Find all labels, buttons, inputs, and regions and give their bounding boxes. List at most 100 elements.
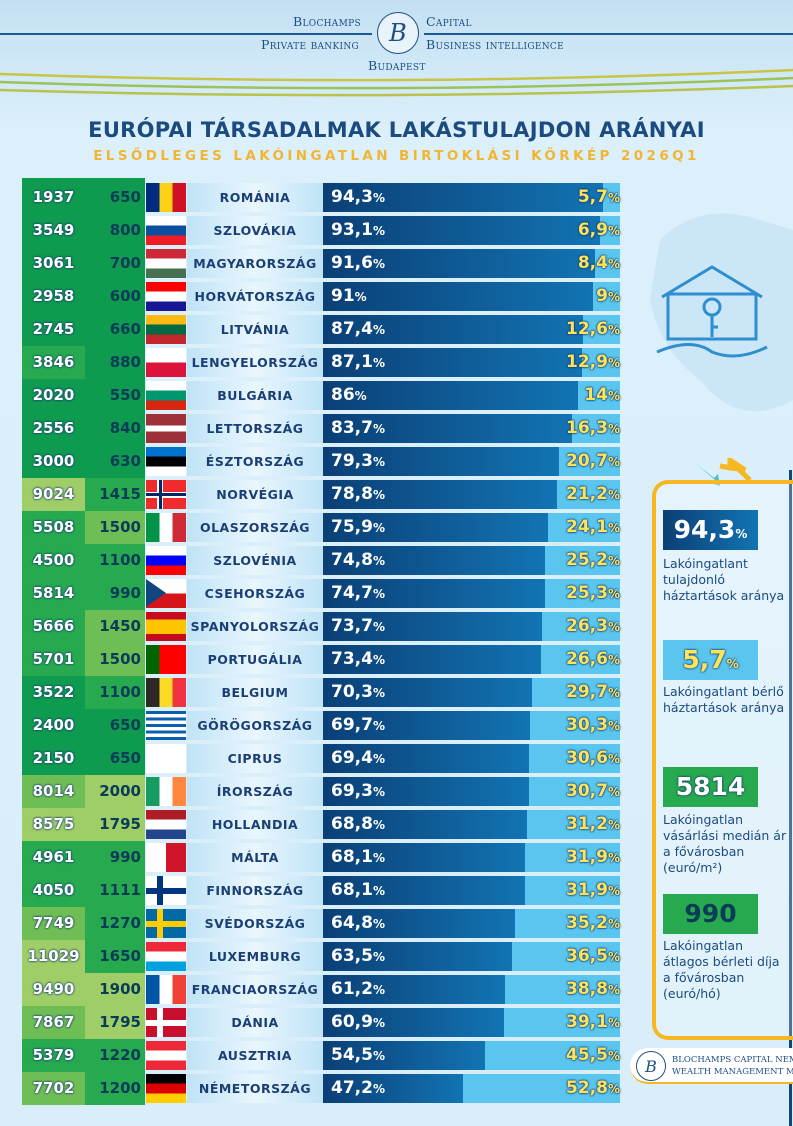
brand-capital: Capital bbox=[426, 14, 472, 29]
capital-price-cell: 5379 bbox=[22, 1038, 85, 1072]
capital-rent-cell: 1100 bbox=[85, 543, 145, 577]
capital-rent-cell: 630 bbox=[85, 444, 145, 478]
owned-bar-fill bbox=[323, 612, 542, 641]
table-row: 11029 1650 LUXEMBURG 63,5% 36,5% bbox=[22, 939, 622, 973]
capital-rent-cell: 880 bbox=[85, 345, 145, 379]
capital-price-cell: 3549 bbox=[22, 213, 85, 247]
owned-bar-fill bbox=[323, 777, 529, 806]
country-flag bbox=[146, 447, 186, 476]
capital-price-cell: 8575 bbox=[22, 807, 85, 841]
rented-percent: 31,9% bbox=[566, 880, 620, 900]
owned-percent: 69,4% bbox=[331, 748, 385, 768]
table-row: 2400 650 GÖRÖGORSZÁG 69,7% 30,3% bbox=[22, 708, 622, 742]
capital-price-cell: 9490 bbox=[22, 972, 85, 1006]
owned-percent: 68,1% bbox=[331, 847, 385, 867]
owned-percent: 61,2% bbox=[331, 979, 385, 999]
table-row: 3000 630 ÉSZTORSZÁG 79,3% 20,7% bbox=[22, 444, 622, 478]
owned-bar-fill bbox=[323, 678, 532, 707]
brand-logo: B bbox=[377, 12, 419, 54]
legend-price-label: Lakóingatlan vásárlási medián ár a fővár… bbox=[663, 812, 787, 875]
owned-percent: 73,4% bbox=[331, 649, 385, 669]
table-row: 5701 1500 PORTUGÁLIA 73,4% 26,6% bbox=[22, 642, 622, 676]
capital-price-cell: 7702 bbox=[22, 1071, 85, 1105]
owned-percent: 69,7% bbox=[331, 715, 385, 735]
table-row: 5508 1500 OLASZORSZÁG 75,9% 24,1% bbox=[22, 510, 622, 544]
legend-rented-box: 5,7% bbox=[663, 640, 758, 680]
ownership-bar: 79,3% 20,7% bbox=[323, 447, 620, 476]
country-name: MAGYARORSZÁG bbox=[187, 249, 323, 278]
country-flag bbox=[146, 414, 186, 443]
legend-panel bbox=[652, 480, 793, 1040]
country-flag bbox=[146, 579, 186, 608]
owned-bar-fill bbox=[323, 414, 572, 443]
owned-percent: 87,4% bbox=[331, 319, 385, 339]
ownership-bar: 69,4% 30,6% bbox=[323, 744, 620, 773]
frame-border bbox=[789, 470, 792, 1126]
owned-percent: 47,2% bbox=[331, 1078, 385, 1098]
ownership-bar: 94,3% 5,7% bbox=[323, 183, 620, 212]
country-flag bbox=[146, 1008, 186, 1037]
rented-percent: 26,6% bbox=[566, 649, 620, 669]
legend-owned-label: Lakóingatlant tulajdonló háztartások ará… bbox=[663, 556, 785, 603]
capital-price-cell: 4961 bbox=[22, 840, 85, 874]
country-name: AUSZTRIA bbox=[187, 1041, 323, 1070]
owned-bar-fill bbox=[323, 711, 530, 740]
owned-percent: 74,7% bbox=[331, 583, 385, 603]
capital-rent-cell: 1415 bbox=[85, 477, 145, 511]
rented-percent: 30,6% bbox=[566, 748, 620, 768]
capital-price-cell: 3000 bbox=[22, 444, 85, 478]
owned-bar-fill bbox=[323, 546, 546, 575]
owned-percent: 68,8% bbox=[331, 814, 385, 834]
owned-percent: 78,8% bbox=[331, 484, 385, 504]
table-row: 2745 660 LITVÁNIA 87,4% 12,6% bbox=[22, 312, 622, 346]
decorative-waves bbox=[0, 68, 793, 97]
rented-percent: 30,3% bbox=[566, 715, 620, 735]
rented-percent: 16,3% bbox=[566, 418, 620, 438]
country-flag bbox=[146, 348, 186, 377]
country-flag bbox=[146, 975, 186, 1004]
capital-rent-cell: 840 bbox=[85, 411, 145, 445]
ownership-bar: 63,5% 36,5% bbox=[323, 942, 620, 971]
country-name: BELGIUM bbox=[187, 678, 323, 707]
country-flag bbox=[146, 315, 186, 344]
capital-rent-cell: 650 bbox=[85, 708, 145, 742]
europe-map-illustration bbox=[650, 213, 793, 412]
owned-percent: 64,8% bbox=[331, 913, 385, 933]
country-flag bbox=[146, 216, 186, 245]
capital-price-cell: 2020 bbox=[22, 378, 85, 412]
owned-bar-fill bbox=[323, 1008, 504, 1037]
owned-percent: 63,5% bbox=[331, 946, 385, 966]
capital-price-cell: 3846 bbox=[22, 345, 85, 379]
ownership-bar: 91% 9% bbox=[323, 282, 620, 311]
country-flag bbox=[146, 513, 186, 542]
country-flag bbox=[146, 810, 186, 839]
owned-percent: 68,1% bbox=[331, 880, 385, 900]
capital-rent-cell: 650 bbox=[85, 741, 145, 775]
rented-percent: 12,6% bbox=[566, 319, 620, 339]
capital-rent-cell: 1200 bbox=[85, 1071, 145, 1105]
owned-bar-fill bbox=[323, 183, 604, 212]
table-row: 2958 600 HORVÁTORSZÁG 91% 9% bbox=[22, 279, 622, 313]
capital-price-cell: 4500 bbox=[22, 543, 85, 577]
country-name: LETTORSZÁG bbox=[187, 414, 323, 443]
owned-bar-fill bbox=[323, 942, 512, 971]
table-row: 4500 1100 SZLOVÉNIA 74,8% 25,2% bbox=[22, 543, 622, 577]
table-row: 3061 700 MAGYARORSZÁG 91,6% 8,4% bbox=[22, 246, 622, 280]
ownership-bar: 73,7% 26,3% bbox=[323, 612, 620, 641]
country-flag bbox=[146, 1074, 186, 1103]
country-name: SZLOVÉNIA bbox=[187, 546, 323, 575]
owned-percent: 69,3% bbox=[331, 781, 385, 801]
country-flag bbox=[146, 612, 186, 641]
owned-percent: 91% bbox=[331, 286, 367, 306]
capital-price-cell: 11029 bbox=[22, 939, 85, 973]
table-row: 1937 650 ROMÁNIA 94,3% 5,7% bbox=[22, 180, 622, 214]
rented-percent: 14% bbox=[584, 385, 620, 405]
table-row: 5379 1220 AUSZTRIA 54,5% 45,5% bbox=[22, 1038, 622, 1072]
capital-rent-cell: 1450 bbox=[85, 609, 145, 643]
rented-percent: 30,7% bbox=[566, 781, 620, 801]
ownership-bar: 87,4% 12,6% bbox=[323, 315, 620, 344]
country-name: PORTUGÁLIA bbox=[187, 645, 323, 674]
brand-private-banking: Private banking bbox=[261, 37, 360, 52]
capital-rent-cell: 700 bbox=[85, 246, 145, 280]
owned-percent: 60,9% bbox=[331, 1012, 385, 1032]
